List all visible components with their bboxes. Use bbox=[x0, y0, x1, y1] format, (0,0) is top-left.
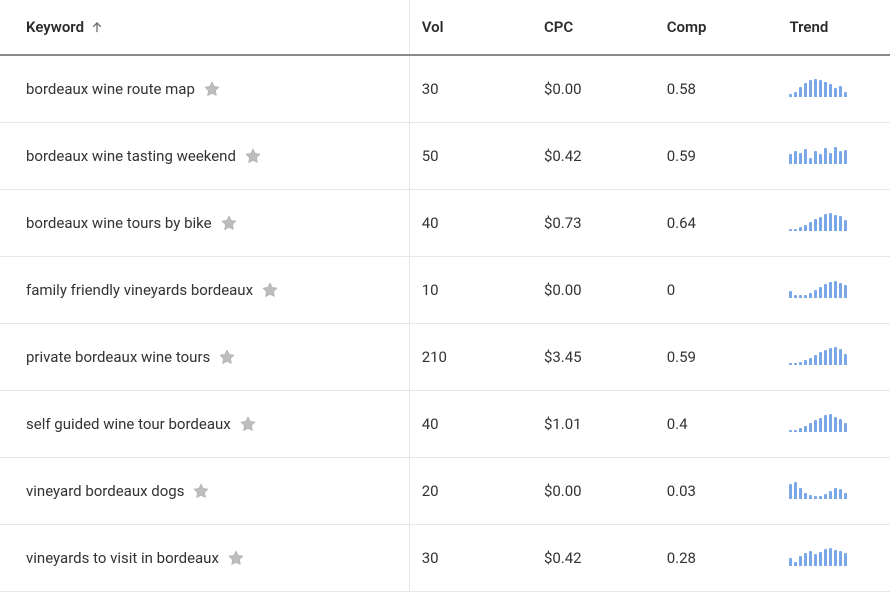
cell-keyword: vineyards to visit in bordeaux bbox=[0, 524, 409, 591]
table-row[interactable]: private bordeaux wine tours 210$3.450.59 bbox=[0, 323, 890, 390]
keyword-text: private bordeaux wine tours bbox=[26, 348, 210, 366]
col-header-vol[interactable]: Vol bbox=[409, 0, 532, 55]
trend-sparkline bbox=[789, 77, 847, 97]
cell-vol: 30 bbox=[409, 55, 532, 122]
keyword-text: bordeaux wine route map bbox=[26, 80, 195, 98]
star-icon[interactable] bbox=[261, 281, 279, 299]
col-header-trend[interactable]: Trend bbox=[777, 0, 890, 55]
cell-cpc: $0.00 bbox=[532, 457, 655, 524]
cell-cpc: $0.42 bbox=[532, 524, 655, 591]
table-row[interactable]: bordeaux wine tours by bike 40$0.730.64 bbox=[0, 189, 890, 256]
col-header-trend-label: Trend bbox=[789, 18, 828, 36]
cell-trend bbox=[777, 122, 890, 189]
col-header-keyword[interactable]: Keyword bbox=[0, 0, 409, 55]
table-row[interactable]: self guided wine tour bordeaux 40$1.010.… bbox=[0, 390, 890, 457]
cell-cpc: $3.45 bbox=[532, 323, 655, 390]
keyword-table-container: Keyword Vol CPC bbox=[0, 0, 890, 596]
trend-sparkline bbox=[789, 546, 847, 566]
cell-cpc: $1.01 bbox=[532, 390, 655, 457]
star-icon[interactable] bbox=[218, 348, 236, 366]
star-icon[interactable] bbox=[220, 214, 238, 232]
table-row[interactable]: vineyard bordeaux dogs 20$0.000.03 bbox=[0, 457, 890, 524]
table-row[interactable]: bordeaux wine tasting weekend 50$0.420.5… bbox=[0, 122, 890, 189]
cell-cpc: $0.42 bbox=[532, 122, 655, 189]
cell-keyword: private bordeaux wine tours bbox=[0, 323, 409, 390]
star-icon[interactable] bbox=[244, 147, 262, 165]
table-row[interactable]: bordeaux wine route map 30$0.000.58 bbox=[0, 55, 890, 122]
cell-keyword: family friendly vineyards bordeaux bbox=[0, 256, 409, 323]
cell-vol: 20 bbox=[409, 457, 532, 524]
cell-vol: 210 bbox=[409, 323, 532, 390]
col-header-comp-label: Comp bbox=[667, 18, 707, 36]
star-icon[interactable] bbox=[239, 415, 257, 433]
cell-comp: 0 bbox=[655, 256, 778, 323]
col-header-cpc-label: CPC bbox=[544, 18, 573, 36]
sort-arrow-up-icon bbox=[90, 20, 104, 34]
trend-sparkline bbox=[789, 211, 847, 231]
cell-keyword: self guided wine tour bordeaux bbox=[0, 390, 409, 457]
cell-trend bbox=[777, 256, 890, 323]
keyword-text: bordeaux wine tasting weekend bbox=[26, 147, 236, 165]
cell-trend bbox=[777, 457, 890, 524]
trend-sparkline bbox=[789, 412, 847, 432]
keyword-text: vineyard bordeaux dogs bbox=[26, 482, 184, 500]
cell-vol: 10 bbox=[409, 256, 532, 323]
cell-comp: 0.28 bbox=[655, 524, 778, 591]
keyword-text: vineyards to visit in bordeaux bbox=[26, 549, 219, 567]
cell-vol: 40 bbox=[409, 189, 532, 256]
cell-keyword: bordeaux wine route map bbox=[0, 55, 409, 122]
keyword-text: bordeaux wine tours by bike bbox=[26, 214, 212, 232]
cell-trend bbox=[777, 189, 890, 256]
cell-comp: 0.58 bbox=[655, 55, 778, 122]
col-header-cpc[interactable]: CPC bbox=[532, 0, 655, 55]
cell-trend bbox=[777, 524, 890, 591]
keyword-table: Keyword Vol CPC bbox=[0, 0, 890, 592]
cell-comp: 0.59 bbox=[655, 122, 778, 189]
cell-cpc: $0.73 bbox=[532, 189, 655, 256]
cell-vol: 30 bbox=[409, 524, 532, 591]
cell-comp: 0.59 bbox=[655, 323, 778, 390]
trend-sparkline bbox=[789, 345, 847, 365]
trend-sparkline bbox=[789, 278, 847, 298]
table-header-row: Keyword Vol CPC bbox=[0, 0, 890, 55]
cell-comp: 0.4 bbox=[655, 390, 778, 457]
star-icon[interactable] bbox=[192, 482, 210, 500]
col-header-comp[interactable]: Comp bbox=[655, 0, 778, 55]
col-header-vol-label: Vol bbox=[422, 18, 444, 36]
trend-sparkline bbox=[789, 479, 847, 499]
cell-cpc: $0.00 bbox=[532, 256, 655, 323]
cell-keyword: bordeaux wine tours by bike bbox=[0, 189, 409, 256]
keyword-text: self guided wine tour bordeaux bbox=[26, 415, 231, 433]
cell-trend bbox=[777, 55, 890, 122]
cell-comp: 0.03 bbox=[655, 457, 778, 524]
star-icon[interactable] bbox=[227, 549, 245, 567]
cell-keyword: bordeaux wine tasting weekend bbox=[0, 122, 409, 189]
cell-trend bbox=[777, 323, 890, 390]
star-icon[interactable] bbox=[203, 80, 221, 98]
cell-comp: 0.64 bbox=[655, 189, 778, 256]
keyword-text: family friendly vineyards bordeaux bbox=[26, 281, 253, 299]
cell-cpc: $0.00 bbox=[532, 55, 655, 122]
cell-trend bbox=[777, 390, 890, 457]
table-row[interactable]: family friendly vineyards bordeaux 10$0.… bbox=[0, 256, 890, 323]
cell-vol: 50 bbox=[409, 122, 532, 189]
cell-vol: 40 bbox=[409, 390, 532, 457]
cell-keyword: vineyard bordeaux dogs bbox=[0, 457, 409, 524]
trend-sparkline bbox=[789, 144, 847, 164]
table-row[interactable]: vineyards to visit in bordeaux 30$0.420.… bbox=[0, 524, 890, 591]
col-header-keyword-label: Keyword bbox=[26, 18, 84, 36]
